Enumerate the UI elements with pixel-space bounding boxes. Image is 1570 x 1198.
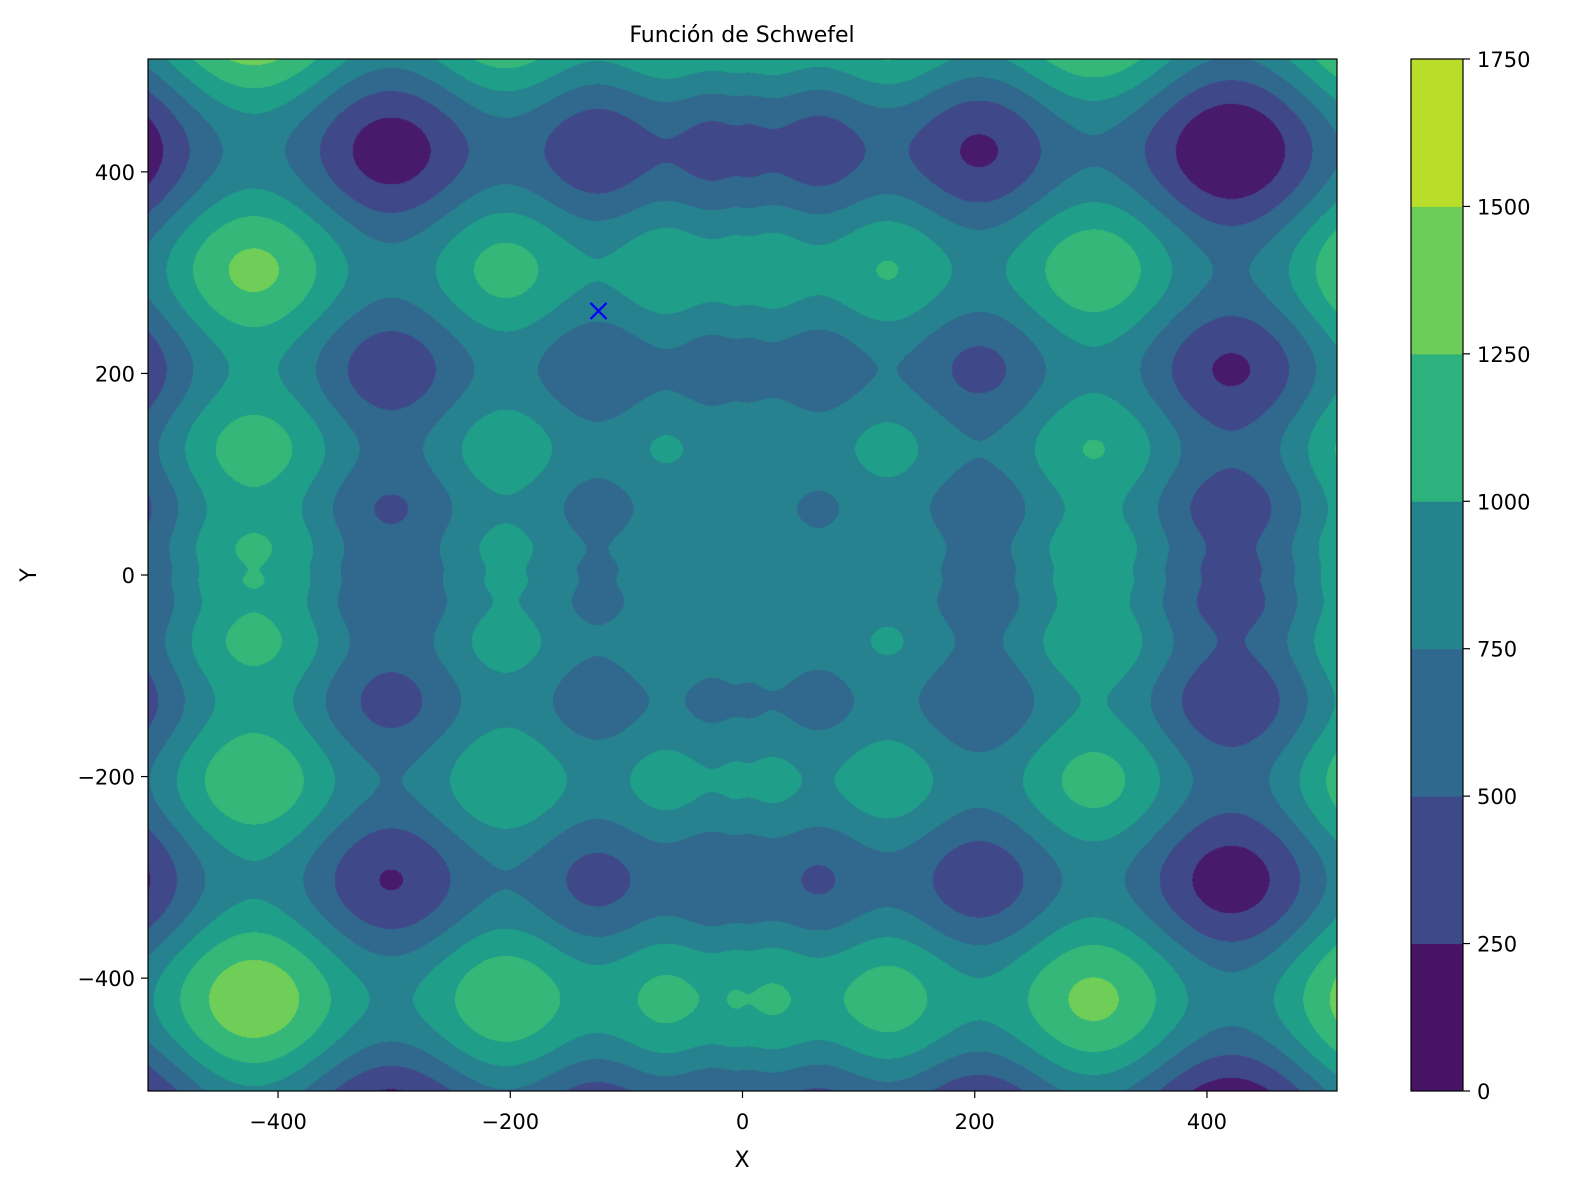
plot-area <box>148 59 1337 1091</box>
colorbar-band <box>1411 353 1463 502</box>
x-axis-label: X <box>734 1148 749 1173</box>
colorbar-tick-label: 1500 <box>1477 195 1530 219</box>
marker-layer <box>589 302 608 320</box>
x-tick-label: 400 <box>1187 1110 1227 1134</box>
y-axis-ticks: −400 −200 0 200 400 <box>77 161 148 991</box>
y-tick-label: −400 <box>77 967 135 991</box>
contour-surface <box>148 59 1337 1091</box>
x-tick-label: −400 <box>249 1110 307 1134</box>
colorbar-band <box>1411 648 1463 797</box>
colorbar-band <box>1411 796 1463 945</box>
colorbar-tick-label: 750 <box>1477 638 1517 662</box>
colorbar-tick-label: 250 <box>1477 933 1517 957</box>
colorbar-frame <box>1410 58 1464 1092</box>
colorbar-tick-label: 500 <box>1477 785 1517 809</box>
x-tick-label: 200 <box>955 1110 995 1134</box>
colorbar-ticks: 0 250 500 750 1000 1250 1500 1750 <box>1463 48 1530 1104</box>
y-tick-label: 200 <box>95 362 135 386</box>
colorbar-band <box>1411 501 1463 650</box>
y-axis-label: Y <box>17 568 42 583</box>
x-axis-ticks: −400 −200 0 200 400 <box>249 1091 1227 1134</box>
colorbar-band <box>1411 943 1463 1092</box>
y-tick-label: −200 <box>77 766 135 790</box>
colorbar-tick-label: 1250 <box>1477 343 1530 367</box>
colorbar-band <box>1411 59 1463 207</box>
marker-point <box>589 302 608 320</box>
colorbar-band <box>1411 206 1463 355</box>
colorbar <box>1411 59 1463 1092</box>
y-tick-label: 0 <box>122 564 135 588</box>
colorbar-tick-label: 1000 <box>1477 490 1530 514</box>
y-tick-label: 400 <box>95 161 135 185</box>
colorbar-tick-label: 0 <box>1477 1080 1490 1104</box>
colorbar-tick-label: 1750 <box>1477 48 1530 72</box>
x-tick-label: 0 <box>736 1110 749 1134</box>
x-tick-label: −200 <box>481 1110 539 1134</box>
chart-title: Función de Schwefel <box>629 23 854 48</box>
